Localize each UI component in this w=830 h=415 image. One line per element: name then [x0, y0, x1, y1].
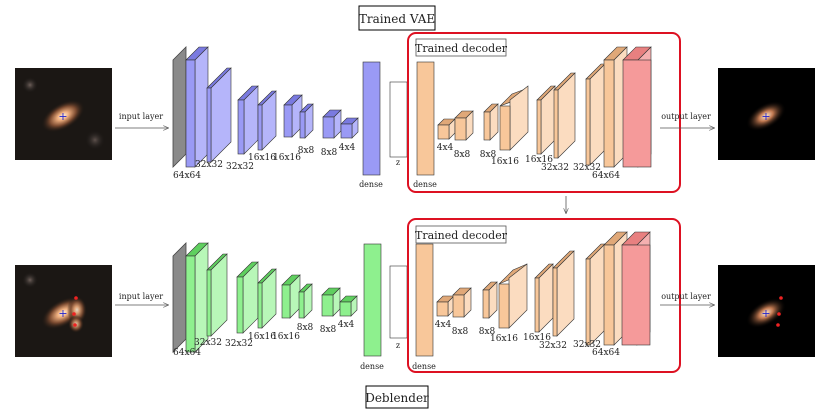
bottom-dec-label: 8x8: [479, 327, 496, 337]
bottom-input-image: +: [15, 265, 112, 357]
top-dec-label: 16x16: [525, 155, 553, 165]
top-dense-label: dense: [359, 180, 383, 189]
bottom-encoder-labels: 64x64 32x32 32x32 16x16 16x16 8x8 8x8 4x…: [173, 320, 355, 358]
top-title-box: [358, 5, 436, 31]
bottom-enc-label: 16x16: [272, 332, 300, 342]
bottom-decoder-dense-label: dense: [412, 362, 436, 371]
output-center-marker-icon: +: [761, 307, 770, 320]
top-dec-label: 8x8: [480, 150, 497, 160]
top-dec-label: 32x32: [573, 163, 601, 173]
top-input-image: +: [15, 68, 112, 160]
top-enc-label: 16x16: [273, 153, 301, 163]
top-output-layer: [622, 46, 652, 168]
bottom-dec-label: 64x64: [592, 348, 620, 358]
bottom-enc-label: 64x64: [173, 348, 201, 358]
blend-marker-icon: [73, 323, 77, 327]
bottom-enc-label: 8x8: [320, 325, 337, 335]
blend-marker-icon: [776, 323, 780, 327]
top-dec-label: 32x32: [541, 163, 569, 173]
bottom-decoder-dense-layer: [415, 243, 434, 357]
bottom-title: Deblender: [365, 391, 429, 405]
blend-marker-icon: [779, 296, 783, 300]
top-row: Trained VAE + input layer: [15, 5, 815, 193]
bottom-z-label: z: [396, 341, 400, 350]
bottom-enc-label: 8x8: [297, 323, 314, 333]
top-enc-label: 16x16: [248, 153, 276, 163]
top-input-label: input layer: [119, 112, 163, 121]
top-decoder-labels: 4x4 8x8 8x8 16x16 16x16 32x32 32x32 64x6…: [437, 143, 621, 181]
top-enc-label: 4x4: [339, 143, 356, 153]
top-enc-label: 8x8: [298, 146, 315, 156]
top-encoder: [185, 46, 359, 168]
bottom-decoder-highlight: [407, 218, 681, 373]
bottom-enc-label: 32x32: [194, 338, 222, 348]
top-decoder-label: Trained decoder: [415, 42, 508, 55]
bottom-dec-label: 32x32: [573, 340, 601, 350]
bottom-dec-label: 16x16: [523, 333, 551, 343]
top-enc-label: 8x8: [321, 148, 338, 158]
top-enc-label: 32x32: [226, 162, 254, 172]
galaxy-center-marker-icon: +: [58, 307, 67, 320]
bottom-output-layer: [621, 231, 651, 346]
bottom-enc-label: 4x4: [338, 320, 355, 330]
bottom-encoder: [185, 242, 358, 353]
top-encoder-labels: 64x64 32x32 32x32 16x16 16x16 8x8 8x8 4x…: [173, 143, 356, 181]
top-dec-label: 8x8: [454, 150, 471, 160]
output-center-marker-icon: +: [761, 110, 770, 123]
top-decoder-label-box: [415, 38, 507, 57]
bottom-row: + input layer: [15, 218, 815, 409]
bottom-enc-label: 16x16: [248, 332, 276, 342]
top-decoder-dense-label: dense: [413, 180, 437, 189]
top-input-layer: [172, 46, 187, 168]
top-title: Trained VAE: [359, 12, 435, 26]
top-dec-label: 64x64: [592, 171, 620, 181]
bottom-input-label: input layer: [119, 292, 163, 301]
top-dec-label: 16x16: [491, 157, 519, 167]
bottom-enc-label: 32x32: [225, 339, 253, 349]
bottom-z-layer: [389, 265, 408, 339]
bottom-decoder-labels: 4x4 8x8 8x8 16x16 16x16 32x32 32x32 64x6…: [435, 320, 621, 358]
top-enc-label: 32x32: [195, 160, 223, 170]
bottom-dec-label: 16x16: [490, 334, 518, 344]
top-z-layer: [389, 81, 408, 158]
bottom-decoder-label-box: [415, 225, 507, 244]
top-enc-label: 64x64: [173, 171, 201, 181]
top-dense-layer: [362, 61, 381, 176]
top-output-label: output layer: [661, 112, 711, 121]
bottom-dec-label: 32x32: [539, 341, 567, 351]
bottom-input-layer: [172, 242, 187, 353]
top-decoder-highlight: [407, 32, 681, 193]
galaxy-center-marker-icon: +: [58, 110, 67, 123]
top-output-image: +: [718, 68, 815, 160]
bottom-title-box: [365, 385, 429, 409]
top-z-label: z: [396, 158, 400, 167]
bottom-decoder: [436, 231, 628, 346]
bottom-output-label: output layer: [661, 292, 711, 301]
top-dec-label: 4x4: [437, 143, 454, 153]
blend-marker-icon: [777, 312, 781, 316]
blend-marker-icon: [74, 296, 78, 300]
top-decoder: [437, 46, 628, 168]
bottom-dec-label: 8x8: [452, 327, 469, 337]
bottom-dec-label: 4x4: [435, 320, 452, 330]
bottom-decoder-label: Trained decoder: [415, 229, 508, 242]
bottom-output-image: +: [718, 265, 815, 357]
blend-marker-icon: [72, 312, 76, 316]
top-decoder-dense-layer: [416, 61, 435, 176]
bottom-dense-label: dense: [360, 362, 384, 371]
bottom-dense-layer: [363, 243, 382, 357]
